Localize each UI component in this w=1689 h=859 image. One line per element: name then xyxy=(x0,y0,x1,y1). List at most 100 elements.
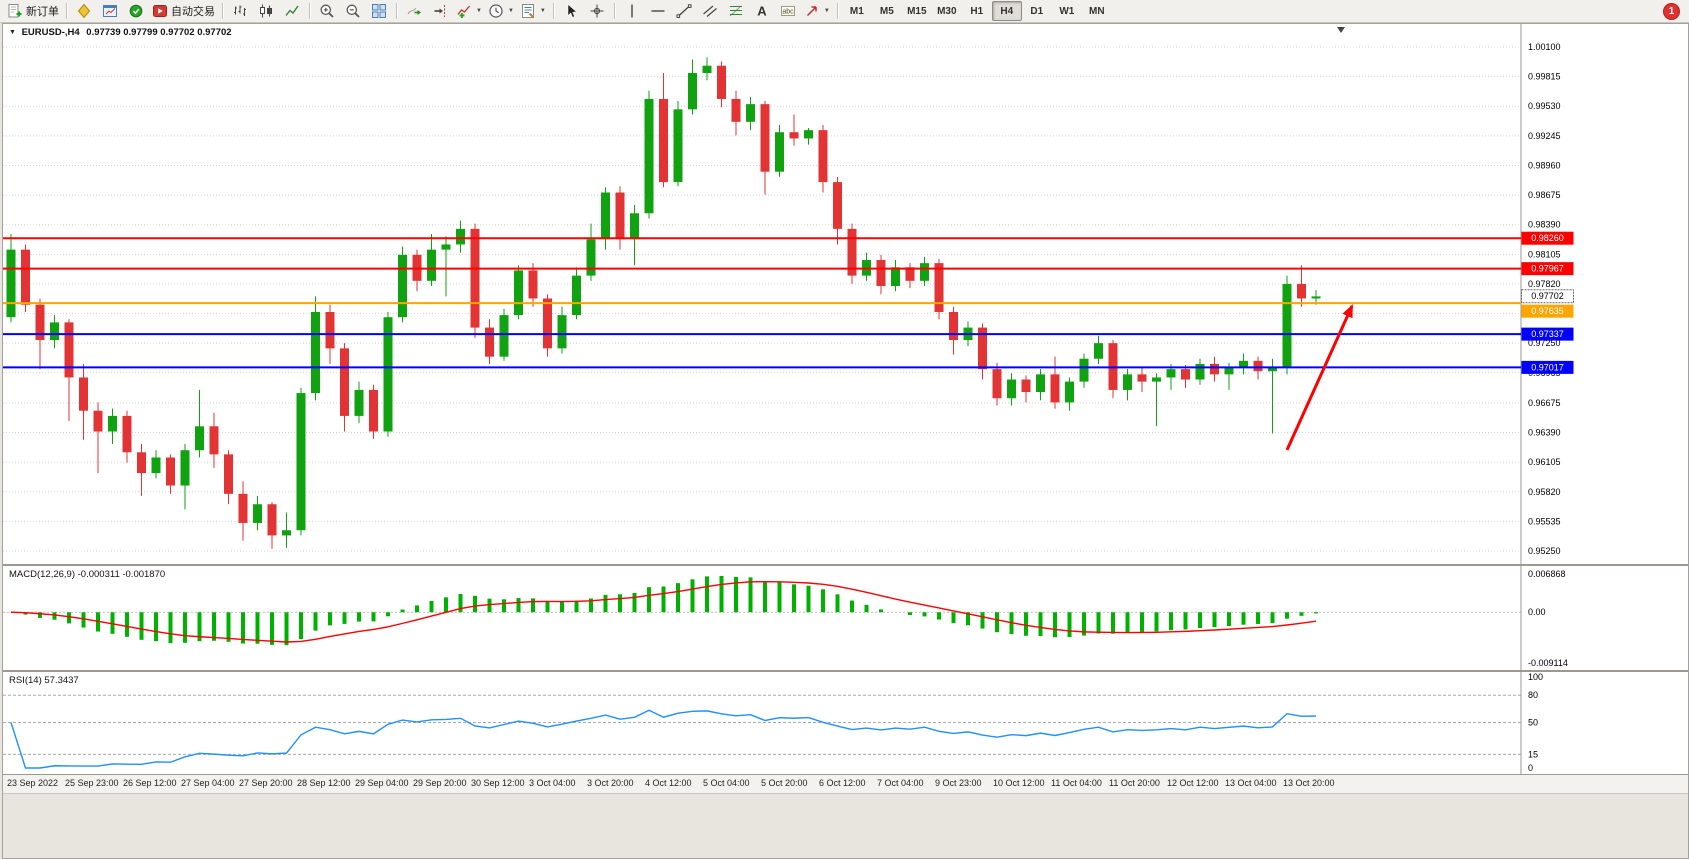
chart-shift-button[interactable] xyxy=(427,0,453,22)
candle-body xyxy=(659,98,668,183)
candle-body xyxy=(557,315,567,349)
dropdown-caret-icon[interactable]: ▼ xyxy=(823,8,830,14)
pane-splitter[interactable] xyxy=(3,564,1688,566)
timeframe-h1-button[interactable]: H1 xyxy=(962,1,992,21)
svg-text:0.95250: 0.95250 xyxy=(1528,546,1561,556)
candle-body xyxy=(543,298,552,349)
macd-chart-canvas[interactable]: 0.006868 0.00 -0.009114 xyxy=(3,566,1688,670)
svg-text:-0.009114: -0.009114 xyxy=(1528,658,1568,668)
crosshair-button[interactable] xyxy=(584,0,610,22)
candle-body xyxy=(615,192,625,240)
autotrading-button[interactable]: 自动交易 xyxy=(149,0,218,22)
rsi-chart-canvas[interactable]: 100 80 50 15 0 xyxy=(3,672,1688,774)
line-chart-button[interactable] xyxy=(279,0,305,22)
svg-text:1.00100: 1.00100 xyxy=(1528,42,1561,52)
rsi-pane[interactable]: RSI(14) 57.3437 100 80 50 15 0 xyxy=(3,672,1688,774)
candle-body xyxy=(760,104,770,172)
one-click-trading-toggle[interactable]: ▼ xyxy=(9,29,16,36)
fibonacci-button[interactable] xyxy=(723,0,749,22)
time-axis-label: 9 Oct 23:00 xyxy=(935,778,982,788)
auto-scroll-button[interactable] xyxy=(401,0,427,22)
candle-body xyxy=(1311,296,1321,299)
indicators-button[interactable]: ▼ xyxy=(453,0,485,22)
dropdown-caret-icon[interactable]: ▼ xyxy=(476,8,482,14)
time-axis[interactable]: 23 Sep 2022 25 Sep 23:00 26 Sep 12:00 27 Se… xyxy=(3,774,1688,793)
candlestick-chart-button[interactable] xyxy=(253,0,279,22)
candle-body xyxy=(224,454,233,494)
text-button[interactable] xyxy=(749,0,775,22)
candles-layer xyxy=(6,57,1321,549)
time-axis-label: 12 Oct 12:00 xyxy=(1167,778,1219,788)
bar-chart-button[interactable] xyxy=(227,0,253,22)
candle-body xyxy=(325,311,335,349)
svg-text:0.95535: 0.95535 xyxy=(1528,516,1561,526)
profiles-button[interactable] xyxy=(71,0,97,22)
price-chart-canvas[interactable]: 1.00100 0.99815 0.99530 0.99245 0.98960 0.986… xyxy=(3,24,1688,564)
toolbar-divider xyxy=(309,3,310,19)
zoom-out-icon xyxy=(345,3,361,19)
price-axis-labels: 1.00100 0.99815 0.99530 0.99245 0.98960 0.986… xyxy=(1528,42,1561,556)
vertical-line-button[interactable] xyxy=(619,0,645,22)
arrows-button[interactable]: ▼ xyxy=(801,0,833,22)
timeframe-h4-button[interactable]: H4 xyxy=(991,1,1022,21)
toolbar-divider xyxy=(222,3,223,19)
dropdown-caret-icon[interactable]: ▼ xyxy=(539,8,546,14)
svg-text:0.99530: 0.99530 xyxy=(1528,101,1561,111)
terminal-button[interactable] xyxy=(123,0,149,22)
notification-badge[interactable]: 1 xyxy=(1664,3,1679,19)
dropdown-caret-icon[interactable]: ▼ xyxy=(507,8,514,14)
tile-windows-button[interactable] xyxy=(366,0,392,22)
svg-text:0.98260: 0.98260 xyxy=(1531,233,1564,243)
charts-button[interactable] xyxy=(97,0,123,22)
vertical-line-icon xyxy=(624,3,640,19)
price-pane[interactable]: ▼ EURUSD-,H4 0.97739 0.97799 0.97702 0.9… xyxy=(3,24,1688,564)
candle-body xyxy=(775,132,784,172)
candle-body xyxy=(64,322,74,378)
candle-body xyxy=(1253,360,1263,372)
svg-text:0.97337: 0.97337 xyxy=(1531,329,1564,339)
candle-body xyxy=(282,530,291,536)
templates-button[interactable]: ▼ xyxy=(517,0,549,22)
timeframe-m30-button-label: M30 xyxy=(937,5,957,17)
trendline-button[interactable] xyxy=(671,0,697,22)
timeframe-m5-button[interactable]: M5 xyxy=(872,1,902,21)
equidistant-channel-button[interactable] xyxy=(697,0,723,22)
timeframe-m30-button[interactable]: M30 xyxy=(932,1,962,21)
zoom-out-button[interactable] xyxy=(340,0,366,22)
macd-indicator-name: MACD(12,26,9) xyxy=(9,569,75,580)
svg-text:50: 50 xyxy=(1528,718,1538,728)
cursor-button[interactable] xyxy=(558,0,584,22)
candle-body xyxy=(1268,367,1277,372)
pane-splitter[interactable] xyxy=(3,670,1688,672)
timeframe-mn-button-label: MN xyxy=(1089,5,1105,17)
templates-icon xyxy=(520,3,536,19)
timeframe-mn-button[interactable]: MN xyxy=(1082,1,1112,21)
auto-scroll-icon xyxy=(406,3,422,19)
zoom-in-button[interactable] xyxy=(314,0,340,22)
candle-body xyxy=(1094,343,1103,359)
trend-arrow-annotation[interactable] xyxy=(1285,304,1354,451)
time-axis-label: 5 Oct 20:00 xyxy=(761,778,808,788)
text-label-button[interactable] xyxy=(775,0,801,22)
horizontal-line-button[interactable] xyxy=(645,0,671,22)
new-order-button[interactable]: 新订单 xyxy=(4,0,62,22)
zoom-in-icon xyxy=(319,3,335,19)
periods-button[interactable]: ▼ xyxy=(485,0,517,22)
time-axis-label: 28 Sep 12:00 xyxy=(297,778,351,788)
candle-body xyxy=(340,348,349,416)
trendline-icon xyxy=(676,3,692,19)
price-gridlines xyxy=(3,46,1521,552)
time-axis-label: 27 Sep 20:00 xyxy=(239,778,293,788)
chart-shift-marker[interactable] xyxy=(1337,27,1345,33)
macd-pane[interactable]: MACD(12,26,9) -0.000311 -0.001870 0.0068… xyxy=(3,566,1688,670)
timeframe-m1-button[interactable]: M1 xyxy=(842,1,872,21)
timeframe-w1-button[interactable]: W1 xyxy=(1052,1,1082,21)
pivot-line-orange-badge xyxy=(1521,304,1574,318)
timeframe-d1-button[interactable]: D1 xyxy=(1022,1,1052,21)
svg-text:0.97250: 0.97250 xyxy=(1528,338,1561,348)
profiles-icon xyxy=(76,3,92,19)
candle-body xyxy=(1152,377,1161,382)
support-line-upper-badge xyxy=(1521,327,1574,341)
time-axis-label: 23 Sep 2022 xyxy=(7,778,59,788)
timeframe-m15-button[interactable]: M15 xyxy=(902,1,932,21)
